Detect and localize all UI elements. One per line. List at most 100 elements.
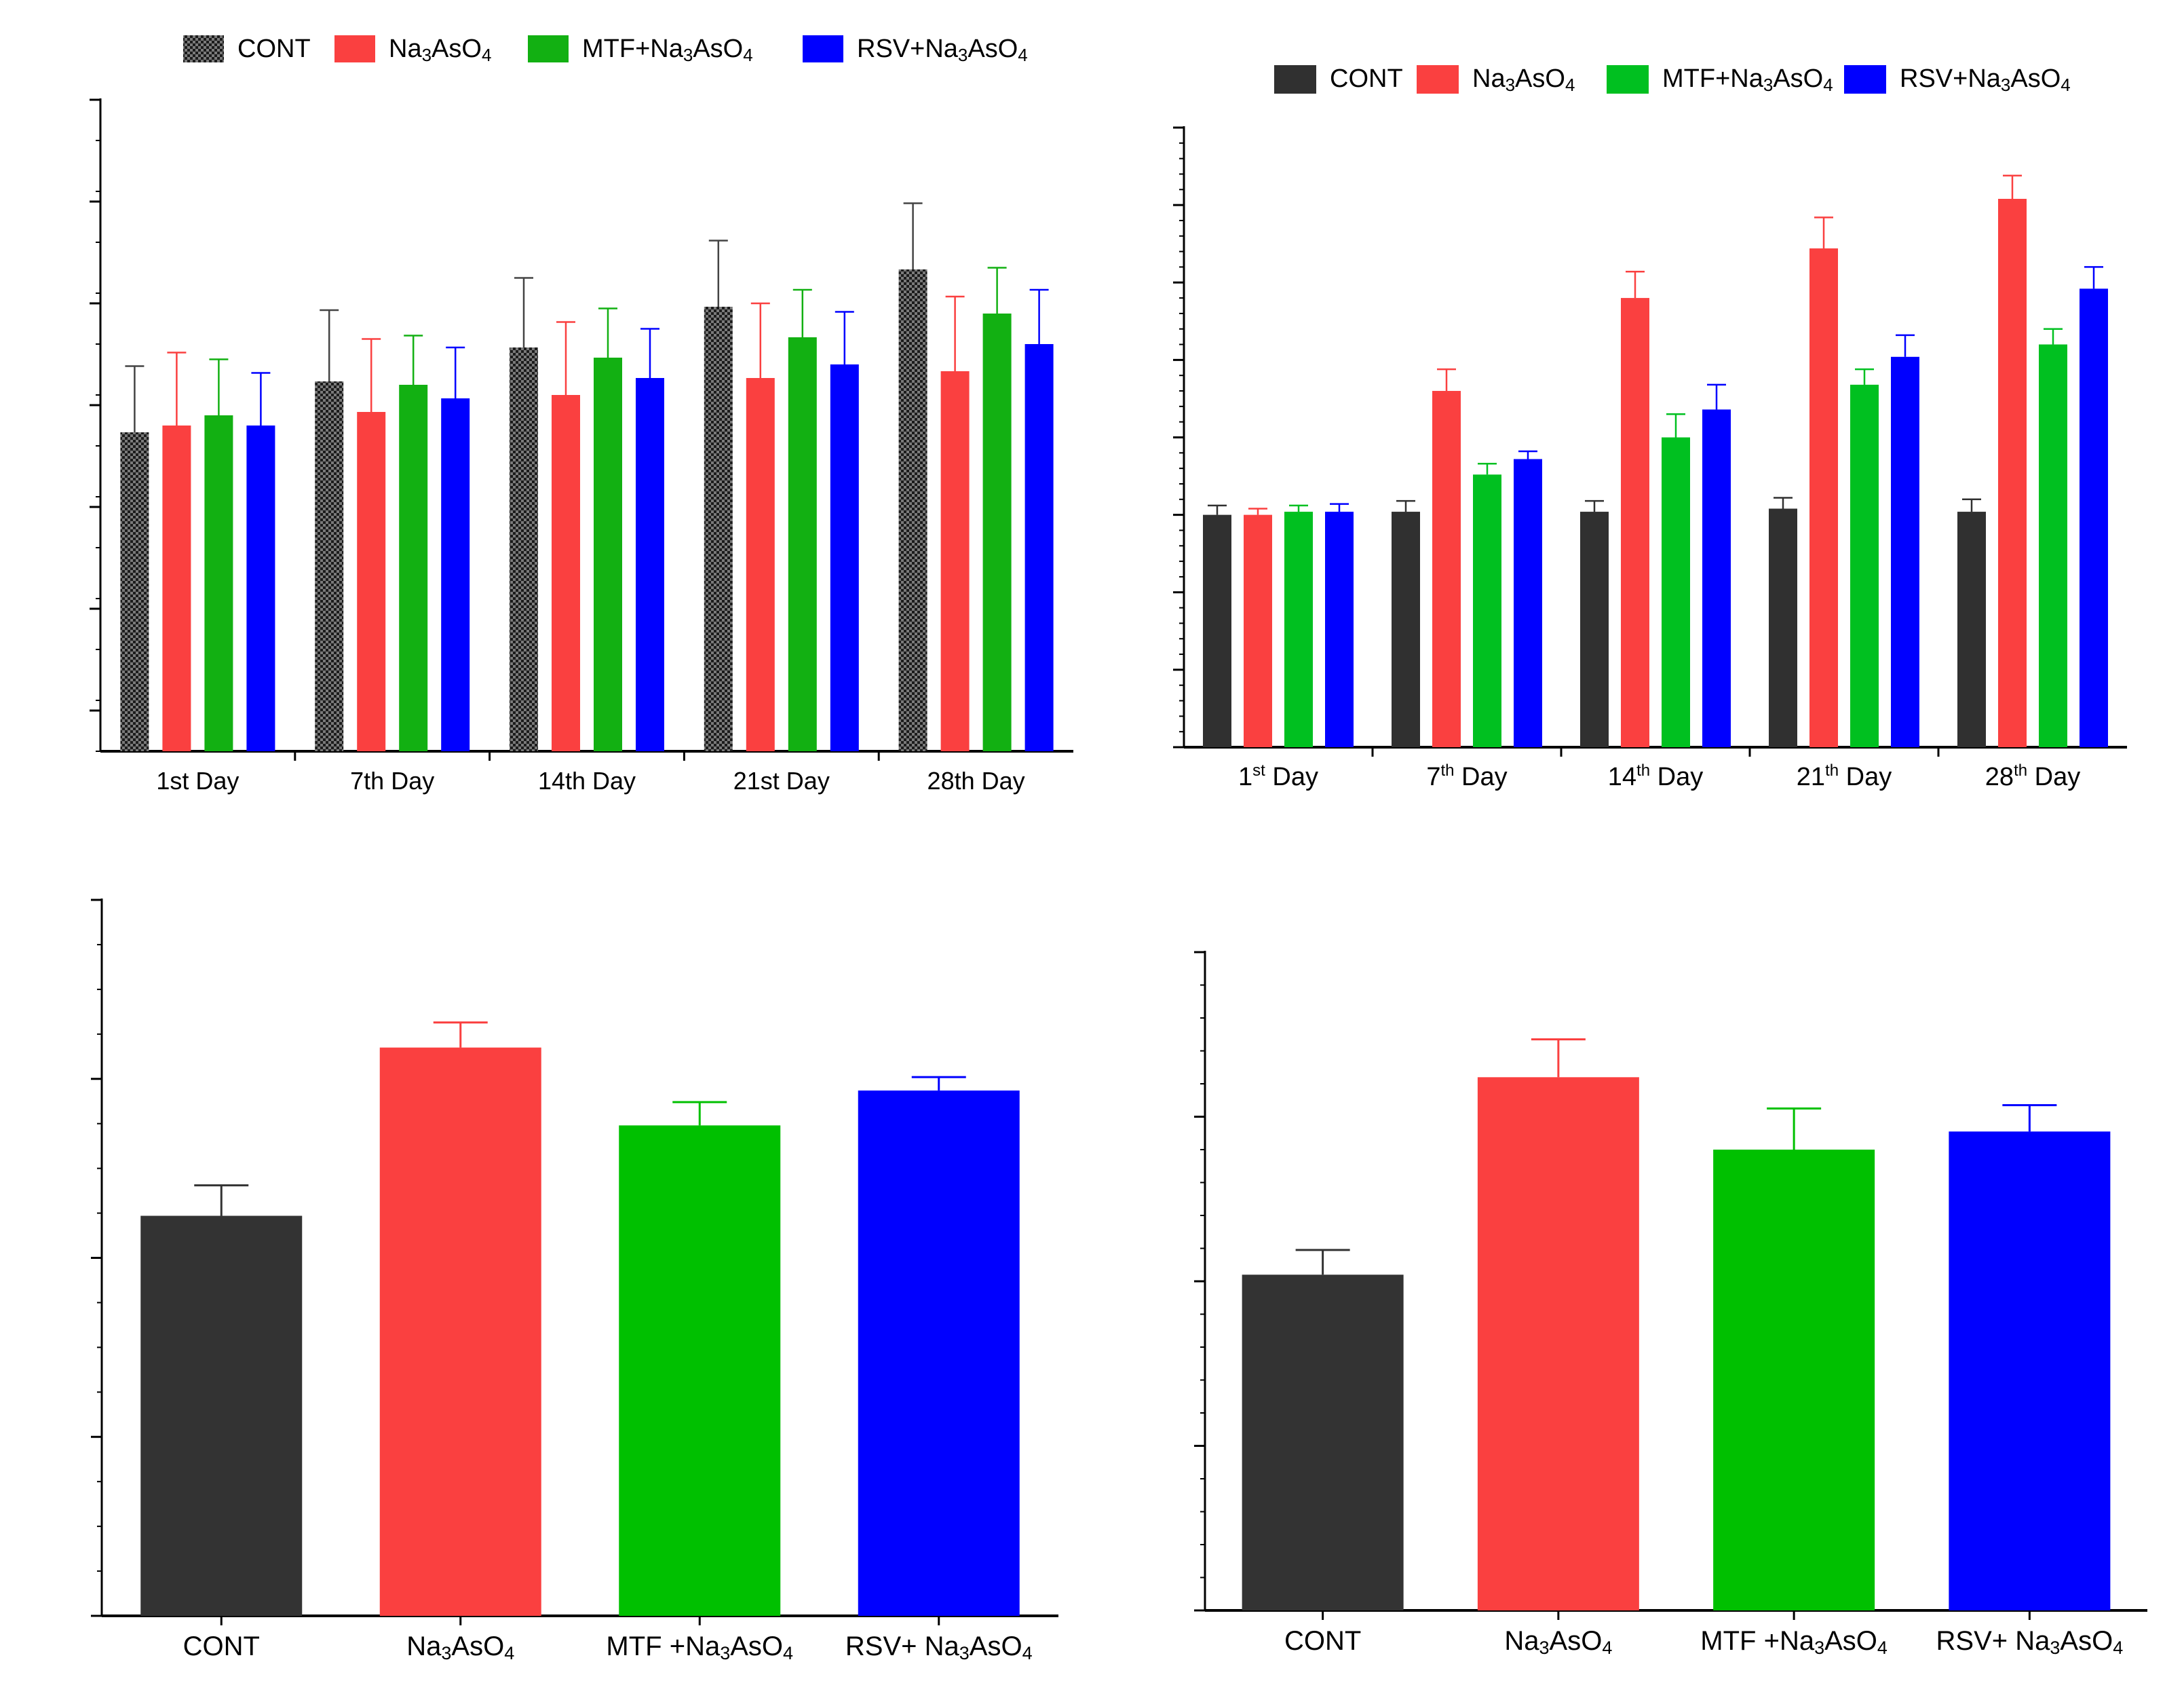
- text-part: 3: [2001, 75, 2010, 95]
- legend-swatch: [528, 35, 569, 62]
- text-part: RSV+Na: [857, 35, 959, 63]
- bar: [1809, 248, 1838, 747]
- text-part: 3: [683, 45, 693, 65]
- bar: [1580, 512, 1609, 747]
- text-part: MTF+Na: [582, 35, 684, 63]
- bar: [1432, 391, 1461, 747]
- legend-swatch: [334, 35, 375, 62]
- bar: [1702, 409, 1731, 747]
- x-tick-label: 14th Day: [538, 767, 636, 795]
- bar: [399, 385, 428, 751]
- text-part: Na: [1472, 64, 1506, 93]
- x-tick-label: 21th Day: [1797, 761, 1892, 791]
- bar: [1514, 459, 1542, 747]
- bar: [898, 269, 927, 751]
- text-part: 4: [1602, 1638, 1612, 1658]
- x-tick-label: RSV+ Na3AsO4: [1936, 1626, 2124, 1658]
- legend-swatch: [1417, 65, 1459, 94]
- text-part: 4: [743, 45, 752, 65]
- bar: [1284, 512, 1313, 747]
- x-tick-label: CONT: [1284, 1626, 1361, 1656]
- x-tick-label: Na3AsO4: [1504, 1626, 1612, 1658]
- text-part: Na: [406, 1631, 442, 1661]
- text-part: AsO: [1515, 64, 1565, 93]
- bar: [619, 1125, 781, 1616]
- bar: [704, 307, 733, 751]
- bar: [140, 1215, 303, 1616]
- bar: [594, 358, 622, 751]
- x-tick-label: 1st Day: [156, 767, 239, 795]
- bar: [746, 378, 775, 751]
- bar: [120, 432, 149, 751]
- text-part: Na: [389, 35, 422, 63]
- x-tick-label: MTF +Na3AsO4: [606, 1631, 793, 1663]
- legend-label: MTF+Na3AsO4: [1662, 64, 1833, 95]
- text-part: st: [1252, 761, 1265, 780]
- bar: [315, 381, 344, 751]
- bar: [1998, 198, 2027, 747]
- chart-panel-b: 1st Day 7th Day 14th Day 21th Day 28th DayCO…: [1173, 64, 2127, 791]
- legend-label: RSV+Na3AsO4: [1900, 64, 2071, 95]
- text-part: 3: [1539, 1638, 1550, 1658]
- bar: [1477, 1077, 1639, 1610]
- text-part: Na: [1504, 1626, 1539, 1656]
- bar: [510, 347, 538, 751]
- legend-label: Na3AsO4: [1472, 64, 1575, 95]
- text-part: AsO: [2060, 1626, 2113, 1656]
- x-tick-label: 28th Day: [927, 767, 1025, 795]
- text-part: 4: [504, 1643, 514, 1663]
- text-part: AsO: [432, 35, 482, 63]
- legend-swatch: [803, 35, 843, 62]
- bar: [204, 415, 233, 751]
- bar: [1662, 437, 1690, 747]
- bar: [1957, 512, 1986, 747]
- x-tick-label: 7th Day: [1426, 761, 1507, 791]
- text-part: 3: [422, 45, 432, 65]
- x-tick-label: RSV+ Na3AsO4: [845, 1631, 1033, 1663]
- x-tick-label: 7th Day: [350, 767, 434, 795]
- text-part: 4: [1565, 75, 1575, 95]
- bar: [1473, 474, 1501, 747]
- bar: [788, 337, 817, 751]
- text-part: AsO: [730, 1631, 783, 1661]
- chart-panel-a: 1st Day 7th Day 14th Day 21st Day 28th Day CO…: [90, 35, 1073, 795]
- x-tick-label: Na3AsO4: [406, 1631, 514, 1663]
- text-part: 14: [1608, 763, 1636, 791]
- legend-swatch: [1274, 65, 1316, 94]
- text-part: AsO: [1550, 1626, 1603, 1656]
- bar: [246, 426, 275, 751]
- text-part: Day: [2027, 763, 2080, 791]
- text-part: AsO: [1773, 64, 1823, 93]
- bar: [441, 398, 470, 751]
- text-part: MTF +Na: [1700, 1626, 1815, 1656]
- text-part: CONT: [183, 1631, 260, 1661]
- text-part: AsO: [970, 1631, 1022, 1661]
- bar: [357, 412, 386, 751]
- x-tick-label: 1st Day: [1238, 761, 1318, 791]
- bar: [2039, 344, 2067, 747]
- text-part: CONT: [1330, 64, 1403, 93]
- bar: [1024, 344, 1054, 751]
- bar: [1392, 512, 1420, 747]
- text-part: AsO: [2010, 64, 2061, 93]
- text-part: AsO: [968, 35, 1018, 63]
- text-part: 4: [1877, 1638, 1888, 1658]
- text-part: th: [1825, 761, 1839, 780]
- text-part: 4: [1018, 45, 1027, 65]
- bar: [1325, 512, 1354, 747]
- text-part: Day: [1839, 763, 1892, 791]
- bar: [162, 426, 191, 751]
- legend-swatch: [1607, 65, 1649, 94]
- legend-label: MTF+Na3AsO4: [582, 35, 753, 65]
- text-part: AsO: [451, 1631, 504, 1661]
- text-part: 21: [1797, 763, 1825, 791]
- bar: [1242, 1274, 1404, 1610]
- legend-label: RSV+Na3AsO4: [857, 35, 1028, 65]
- x-tick-label: MTF +Na3AsO4: [1700, 1626, 1888, 1658]
- bar: [1713, 1150, 1875, 1610]
- text-part: 3: [1814, 1638, 1824, 1658]
- text-part: RSV+ Na: [845, 1631, 960, 1661]
- text-part: th: [2014, 761, 2027, 780]
- x-tick-label: 28th Day: [1985, 761, 2080, 791]
- bar: [1621, 298, 1649, 747]
